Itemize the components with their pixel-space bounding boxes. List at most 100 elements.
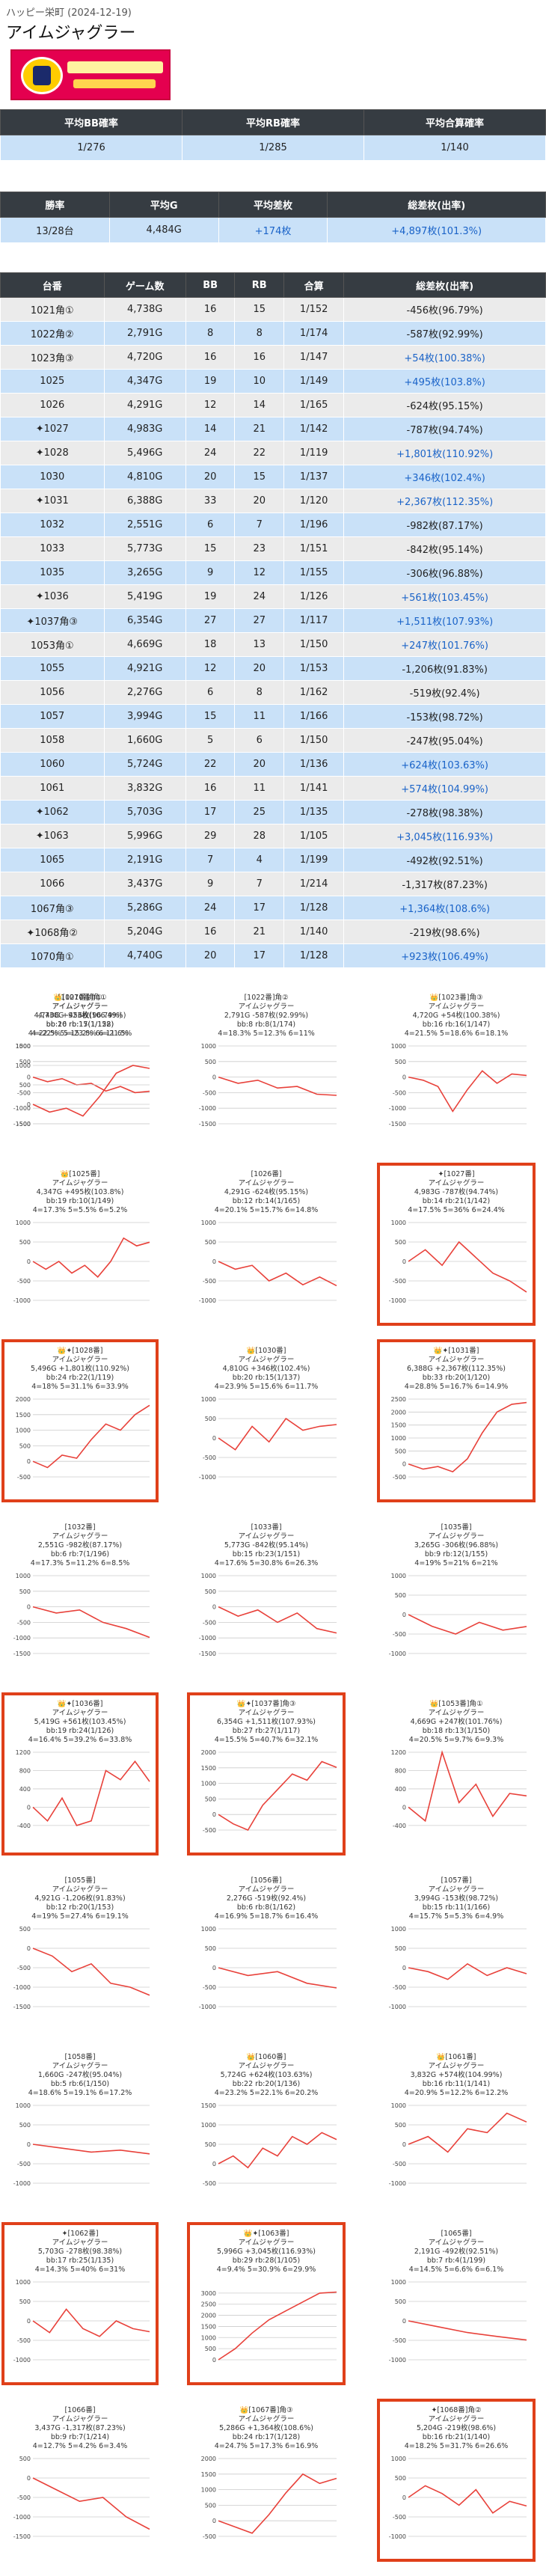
card-text-t2: アイムジャグラー: [52, 2239, 108, 2247]
machine-graph-card[interactable]: [1058番] アイムジャグラー 1,660G -247枚(95.04%) bb:5 …: [4, 2049, 156, 2206]
machine-graph-card[interactable]: 👑[1030番] アイムジャグラー 4,810G +346枚(102.4%) bb:2…: [190, 1342, 343, 1499]
machine-graph-card[interactable]: 👑✦[1028番] アイムジャグラー 5,496G +1,801枚(110.92%)…: [1, 1339, 159, 1502]
table-row[interactable]: 1070角① 4,740G 20 17 1/128 +923枚(106.49%): [0, 943, 546, 968]
bb-cell: 5: [185, 728, 236, 753]
machine-graph-card[interactable]: 👑[1070番]角① アイムジャグラー 4,740G +923枚(106.49%) b…: [4, 989, 156, 1146]
table-row[interactable]: 1065 2,191G 7 4 1/199 -492枚(92.51%): [0, 848, 546, 872]
machine-graph-card[interactable]: ✦[1027番] アイムジャグラー 4,983G -787枚(94.74%) bb:1…: [377, 1163, 536, 1326]
table-row[interactable]: ✦1068角② 5,204G 16 21 1/140 -219枚(98.6%): [0, 920, 546, 944]
table-row[interactable]: 1067角③ 5,286G 24 17 1/128 +1,364枚(108.6%): [0, 896, 546, 920]
card-title: [1028番]: [72, 1347, 103, 1355]
y-tick-label: -500: [17, 2494, 31, 2501]
table-row[interactable]: 1022角② 2,791G 8 8 1/174 -587枚(92.99%): [0, 321, 546, 346]
machine-graph-card[interactable]: 👑✦[1063番] アイムジャグラー 5,996G +3,045枚(116.93%)…: [187, 2222, 346, 2385]
machine-no: 1026: [40, 400, 65, 411]
games-cell: 4,738G: [103, 297, 186, 322]
total-cell: 1/147: [283, 345, 345, 370]
machine-no-cell: 1057: [0, 704, 105, 729]
table-row[interactable]: ✦1028 5,496G 24 22 1/119 +1,801枚(110.92%): [0, 441, 546, 465]
diff-cell: -153枚(98.72%): [343, 704, 546, 729]
machine-graph-card[interactable]: [1035番] アイムジャグラー 3,265G -306枚(96.88%) bb:9 …: [380, 1519, 533, 1676]
machine-graph-card[interactable]: [1021番]角① アイムジャグラー 4,738G -456枚(96.79%) bb:…: [4, 989, 156, 1146]
table-row[interactable]: 1021角① 4,738G 16 15 1/152 -456枚(96.79%): [0, 297, 546, 322]
y-tick-label: 1000: [201, 2122, 216, 2129]
diff-series-line: [408, 1614, 527, 1635]
table-row[interactable]: 1066 3,437G 9 7 1/214 -1,317枚(87.23%): [0, 872, 546, 896]
diff-cell: +346枚(102.4%): [343, 465, 546, 489]
star-icon: ✦: [35, 591, 44, 602]
machine-graph-card[interactable]: 👑✦[1031番] アイムジャグラー 6,388G +2,367枚(112.35%)…: [377, 1339, 536, 1502]
table-row[interactable]: 1053角① 4,669G 18 13 1/150 +247枚(101.76%): [0, 632, 546, 657]
table-row[interactable]: ✦1031 6,388G 33 20 1/120 +2,367枚(112.35%): [0, 489, 546, 513]
table-row[interactable]: 1057 3,994G 15 11 1/166 -153枚(98.72%): [0, 704, 546, 729]
machine-graph-card[interactable]: [1022番]角② アイムジャグラー 2,791G -587枚(92.99%) bb:…: [190, 989, 343, 1146]
table-row[interactable]: ✦1036 5,419G 19 24 1/126 +561枚(103.45%): [0, 584, 546, 609]
table-row[interactable]: 1056 2,276G 6 8 1/162 -519枚(92.4%): [0, 680, 546, 705]
table-row[interactable]: 1060 5,724G 22 20 1/136 +624枚(103.63%): [0, 752, 546, 777]
avg-total-value: 1/140: [364, 135, 546, 161]
machine-graph-card[interactable]: 👑[1053番]角① アイムジャグラー 4,669G +247枚(101.76%) b…: [380, 1695, 533, 1853]
machine-graph-card[interactable]: [1055番] アイムジャグラー 4,921G -1,206枚(91.83%) bb:…: [4, 1872, 156, 2029]
machine-graph-card[interactable]: [1032番] アイムジャグラー 2,551G -982枚(87.17%) bb:6 …: [4, 1519, 156, 1676]
table-row[interactable]: 1061 3,832G 16 11 1/141 +574枚(104.99%): [0, 776, 546, 801]
y-tick-label: 0: [402, 2318, 406, 2325]
machine-graph-card[interactable]: [1066番] アイムジャグラー 3,437G -1,317枚(87.23%) bb:…: [4, 2402, 156, 2559]
table-row[interactable]: ✦1063 5,996G 29 28 1/105 +3,045枚(116.93%): [0, 824, 546, 848]
card-text-t2: アイムジャグラー: [52, 1356, 108, 1364]
y-tick-label: 0: [212, 1074, 216, 1081]
machine-graph-card[interactable]: ✦[1068番]角② アイムジャグラー 5,204G -219枚(98.6%) bb:…: [377, 2399, 536, 2562]
card-text-t1: 👑✦[1028番]: [4, 1347, 156, 1356]
machine-graph-card[interactable]: 👑✦[1037番]角③ アイムジャグラー 6,354G +1,511枚(107.93…: [187, 1692, 346, 1855]
diff-cell: -1,206枚(91.83%): [343, 656, 546, 681]
y-tick-label: -1000: [389, 2004, 406, 2010]
y-tick-label: -1000: [389, 1105, 406, 1112]
diff-series-line: [218, 2473, 337, 2534]
machine-graph-card[interactable]: 👑[1060番] アイムジャグラー 5,724G +624枚(103.63%) bb:…: [190, 2049, 343, 2206]
table-row[interactable]: 1033 5,773G 15 23 1/151 -842枚(95.14%): [0, 536, 546, 561]
card-text-t2: アイムジャグラー: [238, 2415, 295, 2423]
machine-no: 1027: [43, 423, 69, 435]
machine-no-cell: ✦1037角③: [0, 608, 105, 633]
machine-graph-card[interactable]: [1056番] アイムジャグラー 2,276G -519枚(92.4%) bb:6 r…: [190, 1872, 343, 2029]
table-row[interactable]: 1058 1,660G 5 6 1/150 -247枚(95.04%): [0, 728, 546, 753]
machine-no-cell: 1055: [0, 656, 105, 681]
card-text-t3: 4,810G +346枚(102.4%): [222, 1365, 310, 1373]
y-tick-label: 0: [212, 1435, 216, 1442]
total-cell: 1/137: [283, 465, 345, 489]
table-row[interactable]: ✦1037角③ 6,354G 27 27 1/117 +1,511枚(107.93%): [0, 608, 546, 633]
rb-cell: 6: [234, 728, 285, 753]
card-text-t5: 4=20.5% 5=9.7% 6=9.3%: [408, 1736, 504, 1744]
table-row[interactable]: 1023角③ 4,720G 16 16 1/147 +54枚(100.38%): [0, 345, 546, 370]
y-tick-label: -1500: [13, 2004, 31, 2010]
rb-cell: 17: [234, 943, 285, 968]
machine-no: 1032: [40, 519, 65, 530]
table-row[interactable]: ✦1027 4,983G 14 21 1/142 -787枚(94.74%): [0, 417, 546, 441]
card-text-t1: ✦[1068番]角②: [380, 2406, 533, 2415]
machine-graph-card[interactable]: 👑[1067番]角③ アイムジャグラー 5,286G +1,364枚(108.6%)…: [190, 2402, 343, 2559]
machine-graph-card[interactable]: [1033番] アイムジャグラー 5,773G -842枚(95.14%) bb:15…: [190, 1519, 343, 1676]
diff-cell: -519枚(92.4%): [343, 680, 546, 705]
table-row[interactable]: 1030 4,810G 20 15 1/137 +346枚(102.4%): [0, 465, 546, 489]
table-row[interactable]: 1032 2,551G 6 7 1/196 -982枚(87.17%): [0, 513, 546, 537]
total-cell: 1/152: [283, 297, 345, 322]
machine-graph-card[interactable]: [1065番] アイムジャグラー 2,191G -492枚(92.51%) bb:7 …: [380, 2225, 533, 2382]
machine-no-cell: 1053角①: [0, 632, 105, 657]
crown-icon: 👑: [429, 1700, 439, 1708]
machine-graph-card[interactable]: ✦[1062番] アイムジャグラー 5,703G -278枚(98.38%) bb:1…: [1, 2222, 159, 2385]
machine-no-cell: 1067角③: [0, 896, 105, 920]
card-text-t3: 4,720G +54枚(100.38%): [412, 1012, 500, 1020]
y-tick-label: -500: [203, 2180, 216, 2187]
machine-graph-card[interactable]: 👑✦[1036番] アイムジャグラー 5,419G +561枚(103.45%) bb…: [1, 1692, 159, 1855]
machine-graph-card[interactable]: 👑[1061番] アイムジャグラー 3,832G +574枚(104.99%) bb:…: [380, 2049, 533, 2206]
machine-graph-card[interactable]: [1057番] アイムジャグラー 3,994G -153枚(98.72%) bb:15…: [380, 1872, 533, 2029]
table-row[interactable]: 1026 4,291G 12 14 1/165 -624枚(95.15%): [0, 393, 546, 417]
machine-graph-card[interactable]: [1026番] アイムジャグラー 4,291G -624枚(95.15%) bb:12…: [190, 1166, 343, 1323]
table-row[interactable]: 1035 3,265G 9 12 1/155 -306枚(96.88%): [0, 560, 546, 585]
table-row[interactable]: ✦1062 5,703G 17 25 1/135 -278枚(98.38%): [0, 800, 546, 824]
table-row[interactable]: 1055 4,921G 12 20 1/153 -1,206枚(91.83%): [0, 656, 546, 681]
machine-graph-card[interactable]: 👑[1023番]角③ アイムジャグラー 4,720G +54枚(100.38%) bb…: [380, 989, 533, 1146]
games-cell: 5,496G: [103, 441, 186, 465]
machine-graph-card[interactable]: 👑[1025番] アイムジャグラー 4,347G +495枚(103.8%) bb:1…: [4, 1166, 156, 1323]
table-row[interactable]: 1025 4,347G 19 10 1/149 +495枚(103.8%): [0, 369, 546, 394]
card-text-t2: アイムジャグラー: [52, 2415, 108, 2423]
